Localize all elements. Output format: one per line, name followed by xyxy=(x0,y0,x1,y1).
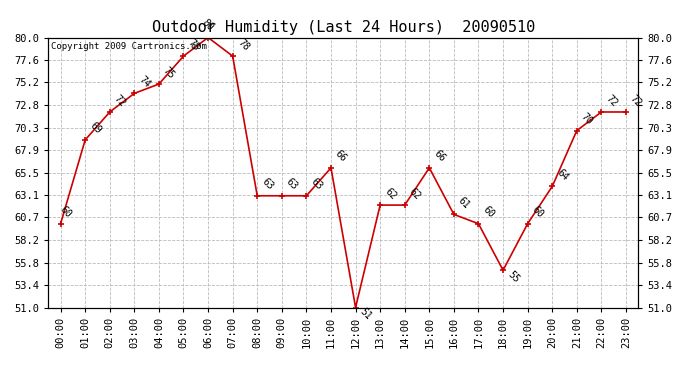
Text: 60: 60 xyxy=(530,205,546,220)
Text: 61: 61 xyxy=(456,195,472,211)
Text: 78: 78 xyxy=(237,37,252,52)
Text: 64: 64 xyxy=(555,167,570,183)
Text: 72: 72 xyxy=(112,93,128,108)
Text: Copyright 2009 Cartronics.com: Copyright 2009 Cartronics.com xyxy=(51,42,207,51)
Text: 62: 62 xyxy=(407,186,422,201)
Text: 63: 63 xyxy=(309,177,324,192)
Text: 62: 62 xyxy=(382,186,398,201)
Text: 70: 70 xyxy=(580,111,595,127)
Text: 69: 69 xyxy=(88,121,103,136)
Text: 63: 63 xyxy=(259,177,275,192)
Text: 75: 75 xyxy=(161,65,177,80)
Text: 66: 66 xyxy=(333,149,349,164)
Text: 51: 51 xyxy=(358,306,373,321)
Text: 80: 80 xyxy=(199,18,215,33)
Text: 66: 66 xyxy=(432,149,447,164)
Text: 60: 60 xyxy=(481,205,496,220)
Title: Outdoor Humidity (Last 24 Hours)  20090510: Outdoor Humidity (Last 24 Hours) 2009051… xyxy=(152,20,535,35)
Text: 63: 63 xyxy=(284,177,299,192)
Text: 72: 72 xyxy=(604,93,619,108)
Text: 78: 78 xyxy=(186,37,201,52)
Text: 72: 72 xyxy=(629,93,644,108)
Text: 74: 74 xyxy=(137,74,152,90)
Text: 55: 55 xyxy=(506,269,521,284)
Text: 60: 60 xyxy=(58,205,74,220)
